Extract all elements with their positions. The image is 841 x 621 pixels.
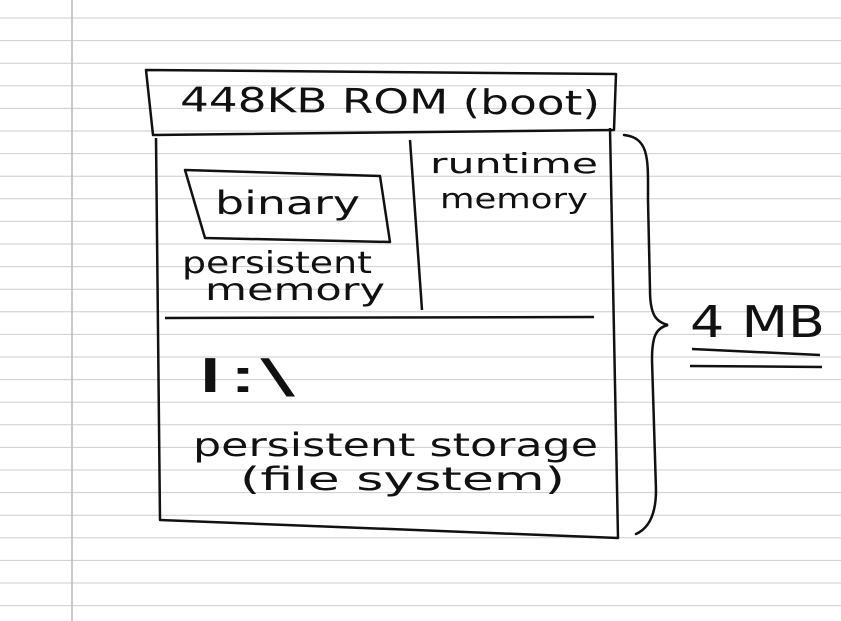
persistent-memory-line2: memory [205,273,385,308]
total-size-underline-2 [689,364,823,369]
persistent-memory-line1: persistent [182,246,372,281]
total-size-label: 4 MB [690,297,825,348]
rom-label: 448KB ROM (boot) [180,80,600,124]
storage-line2: (file system) [240,460,565,498]
memory-divider [408,139,424,311]
size-brace [622,133,669,536]
binary-label: binary [215,184,360,222]
storage-divider [164,315,595,320]
rom-block: 448KB ROM (boot) [144,68,618,137]
runtime-memory-line2: memory [440,182,588,215]
runtime-memory-line1: runtime [430,147,598,180]
flash-block: binary persistent memory runtime memory … [154,127,620,540]
drive-label: I:\ [195,349,296,403]
storage-line1: persistent storage [193,426,598,464]
binary-box-outline [183,168,392,244]
rom-box-outline [144,68,618,137]
total-size: 4 MB [689,297,825,369]
flash-box-outline [154,127,620,540]
total-size-underline-1 [691,347,821,357]
